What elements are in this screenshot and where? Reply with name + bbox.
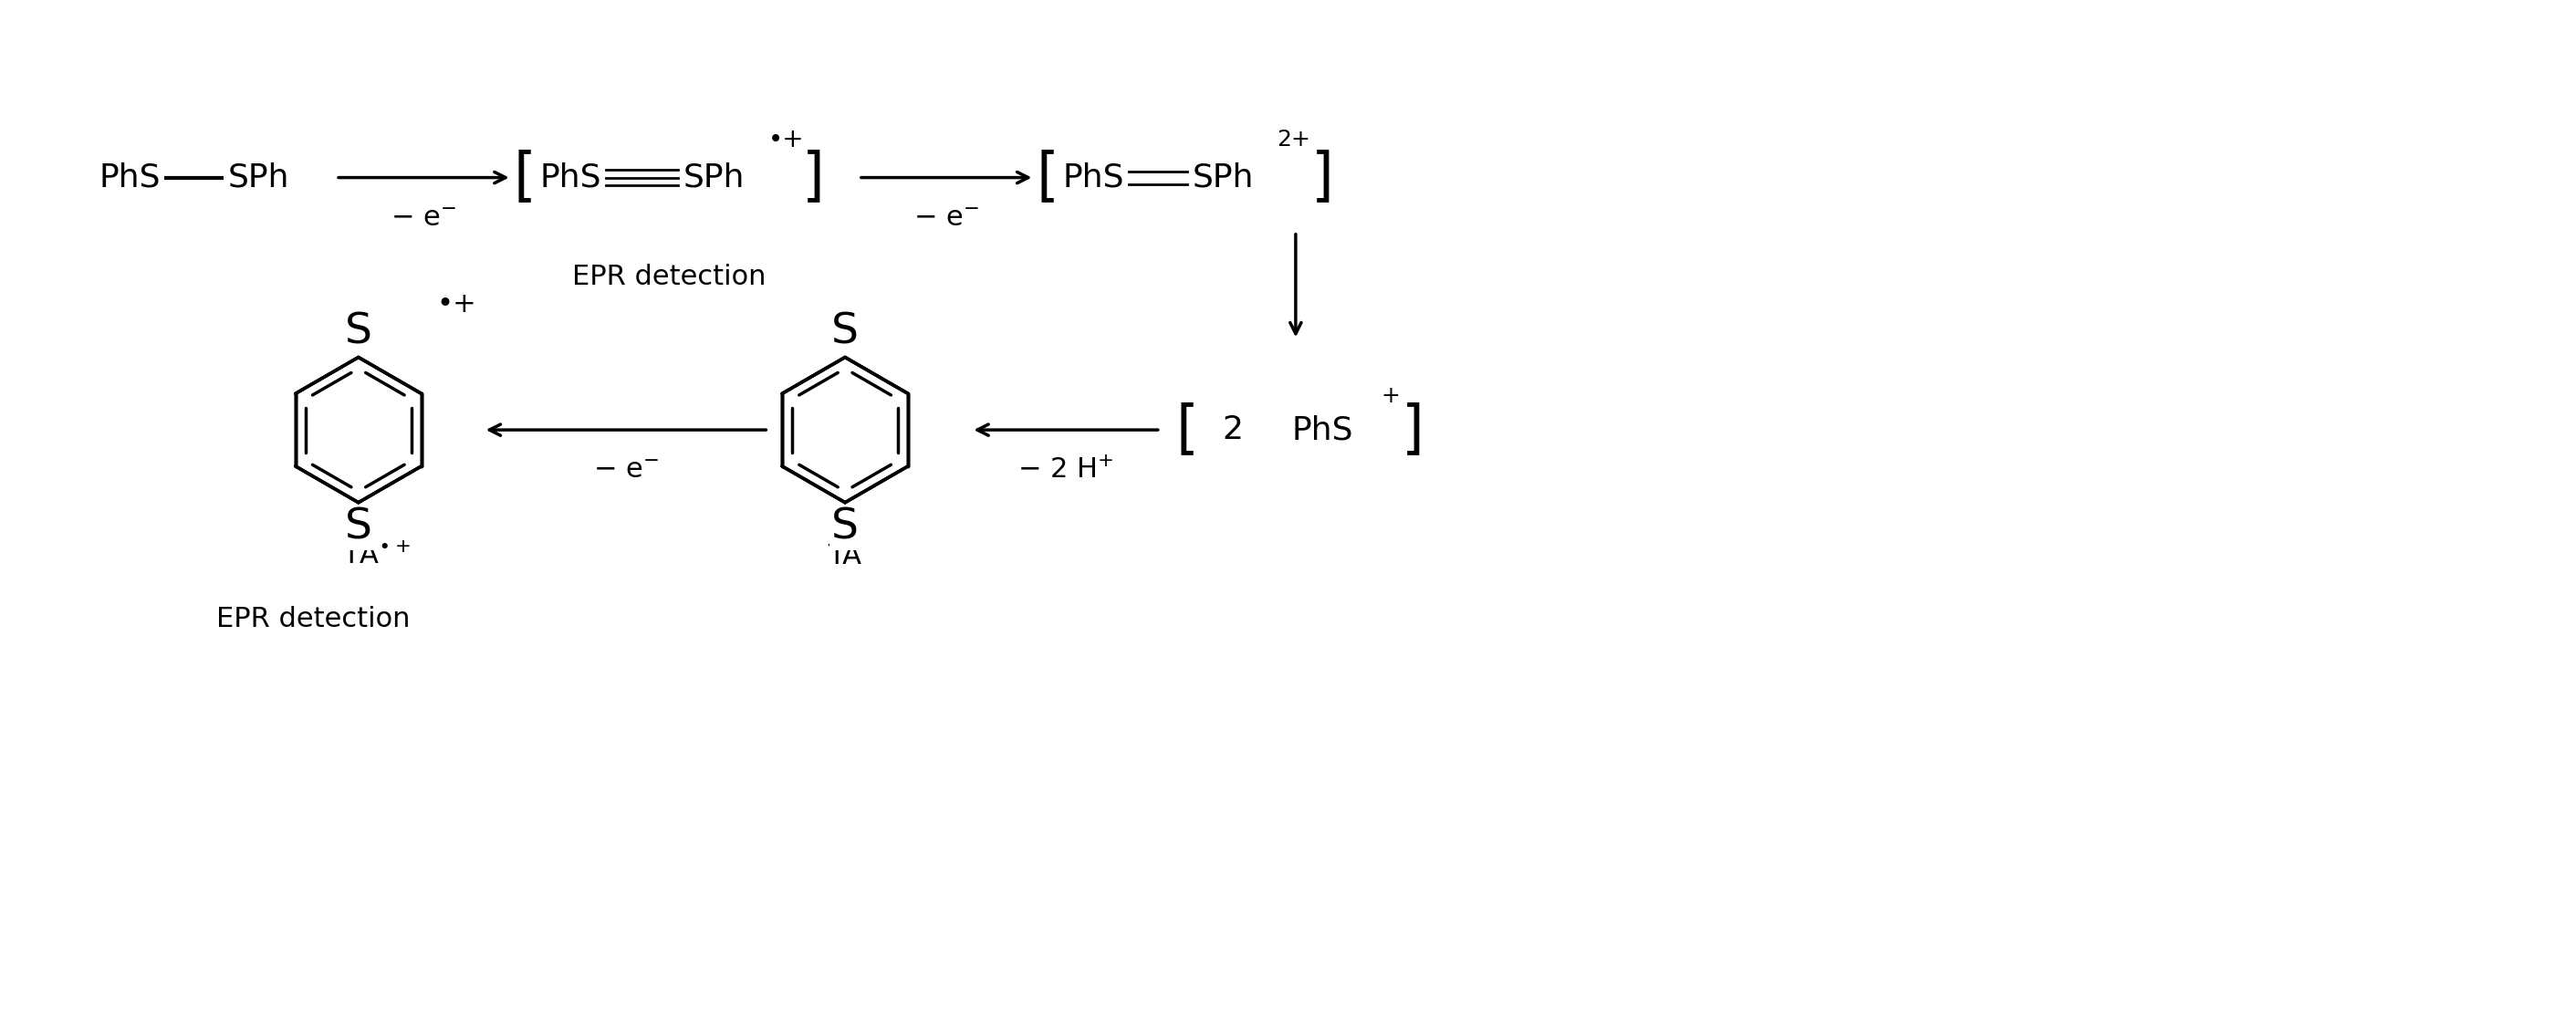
Text: PhS: PhS xyxy=(1064,162,1126,193)
Text: $-$ 2 H$^{+}$: $-$ 2 H$^{+}$ xyxy=(1018,457,1113,483)
Text: SPh: SPh xyxy=(1193,162,1255,193)
Text: S: S xyxy=(832,507,858,548)
Text: S: S xyxy=(345,507,371,548)
Text: EPR detection: EPR detection xyxy=(216,606,410,633)
Text: ]: ] xyxy=(1401,402,1425,458)
Text: $-$ e$^{-}$: $-$ e$^{-}$ xyxy=(592,457,659,483)
Text: TA$^{\bullet+}$: TA$^{\bullet+}$ xyxy=(343,543,410,569)
Text: ]: ] xyxy=(1311,149,1334,205)
Text: PhS: PhS xyxy=(1293,414,1352,446)
Text: [: [ xyxy=(1036,149,1059,205)
Text: S: S xyxy=(832,312,858,353)
Text: TA: TA xyxy=(829,543,863,569)
Text: $-$ e$^{-}$: $-$ e$^{-}$ xyxy=(912,204,979,231)
Text: 2: 2 xyxy=(1221,414,1244,446)
Text: +: + xyxy=(1381,384,1399,407)
Text: SPh: SPh xyxy=(227,162,289,193)
Text: •+: •+ xyxy=(768,127,804,152)
Text: [: [ xyxy=(1177,402,1198,458)
Text: ]: ] xyxy=(801,149,824,205)
Text: •+: •+ xyxy=(435,291,477,318)
Text: $-$ e$^{-}$: $-$ e$^{-}$ xyxy=(392,204,456,231)
Text: [: [ xyxy=(513,149,536,205)
Text: EPR detection: EPR detection xyxy=(572,264,765,290)
Text: PhS: PhS xyxy=(541,162,603,193)
Text: PhS: PhS xyxy=(98,162,160,193)
Text: 2+: 2+ xyxy=(1278,129,1311,150)
Text: SPh: SPh xyxy=(683,162,744,193)
Text: S: S xyxy=(345,312,371,353)
